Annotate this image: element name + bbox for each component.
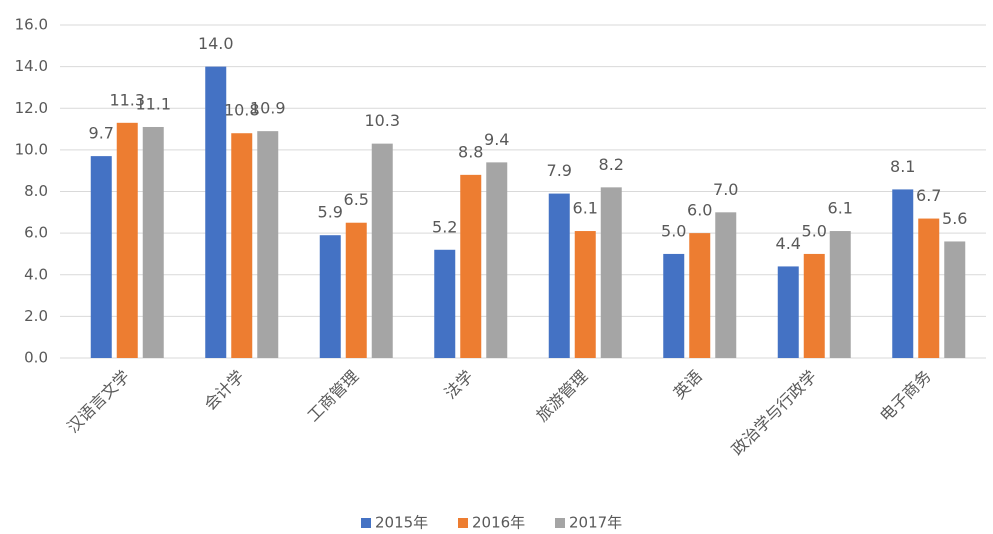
data-label: 6.0 xyxy=(687,201,712,220)
bar xyxy=(715,212,737,358)
x-tick-label: 工商管理 xyxy=(304,367,363,426)
legend-label: 2015年 xyxy=(375,514,428,532)
data-label: 9.7 xyxy=(89,124,114,143)
bar xyxy=(345,222,367,358)
data-label: 8.2 xyxy=(599,155,624,174)
data-label: 8.1 xyxy=(890,157,915,176)
x-tick-label: 会计学 xyxy=(200,367,247,414)
data-label: 11.3 xyxy=(109,90,145,109)
x-tick-label: 法学 xyxy=(441,367,477,403)
bar xyxy=(486,162,508,358)
data-label: 9.4 xyxy=(484,130,509,149)
data-label: 11.1 xyxy=(135,94,171,113)
y-tick-label: 2.0 xyxy=(24,307,48,325)
bar xyxy=(892,189,914,358)
data-label: 5.0 xyxy=(802,221,827,240)
bar xyxy=(257,131,279,358)
legend-label: 2017年 xyxy=(569,514,622,532)
data-label: 6.1 xyxy=(828,199,853,218)
data-label: 5.2 xyxy=(432,217,457,236)
y-tick-label: 6.0 xyxy=(24,224,48,242)
bar xyxy=(829,231,851,358)
y-tick-label: 8.0 xyxy=(24,182,48,200)
data-label: 5.6 xyxy=(942,209,967,228)
data-label: 8.8 xyxy=(458,142,483,161)
y-tick-label: 12.0 xyxy=(15,99,48,117)
bar xyxy=(371,143,393,358)
y-tick-label: 16.0 xyxy=(15,16,48,34)
bar xyxy=(434,249,456,358)
data-label: 5.9 xyxy=(318,203,343,222)
bar xyxy=(116,122,138,358)
bar xyxy=(689,233,711,358)
legend-swatch xyxy=(361,518,371,528)
bar xyxy=(319,235,341,358)
data-label: 14.0 xyxy=(198,34,234,53)
data-label: 6.7 xyxy=(916,186,941,205)
bar xyxy=(663,253,685,358)
bar xyxy=(803,253,825,358)
data-label: 7.9 xyxy=(547,161,572,180)
x-tick-label: 电子商务 xyxy=(876,367,935,426)
bar xyxy=(574,231,596,358)
bar xyxy=(142,126,164,358)
y-tick-label: 4.0 xyxy=(24,265,48,283)
bar xyxy=(231,133,253,358)
data-label: 6.5 xyxy=(344,190,369,209)
x-tick-label: 政治学与行政学 xyxy=(728,367,821,460)
bar xyxy=(600,187,622,358)
data-label: 6.1 xyxy=(573,199,598,218)
data-label: 10.3 xyxy=(364,111,400,130)
bar xyxy=(918,218,940,358)
bar xyxy=(205,66,227,358)
data-label: 7.0 xyxy=(713,180,738,199)
data-label: 4.4 xyxy=(776,234,801,253)
data-label: 10.9 xyxy=(250,99,286,118)
x-tick-label: 汉语言文学 xyxy=(63,367,133,437)
legend-swatch xyxy=(458,518,468,528)
legend-label: 2016年 xyxy=(472,514,525,532)
bar xyxy=(944,241,966,358)
legend-swatch xyxy=(555,518,565,528)
data-label: 10.8 xyxy=(224,101,260,120)
y-tick-label: 14.0 xyxy=(15,57,48,75)
bar xyxy=(548,193,570,358)
x-tick-label: 旅游管理 xyxy=(533,367,592,426)
bar xyxy=(90,156,112,358)
x-tick-label: 英语 xyxy=(670,367,706,403)
bar xyxy=(777,266,799,358)
data-label: 5.0 xyxy=(661,221,686,240)
y-tick-label: 0.0 xyxy=(24,349,48,367)
y-tick-label: 10.0 xyxy=(15,140,48,158)
bar xyxy=(460,174,482,358)
